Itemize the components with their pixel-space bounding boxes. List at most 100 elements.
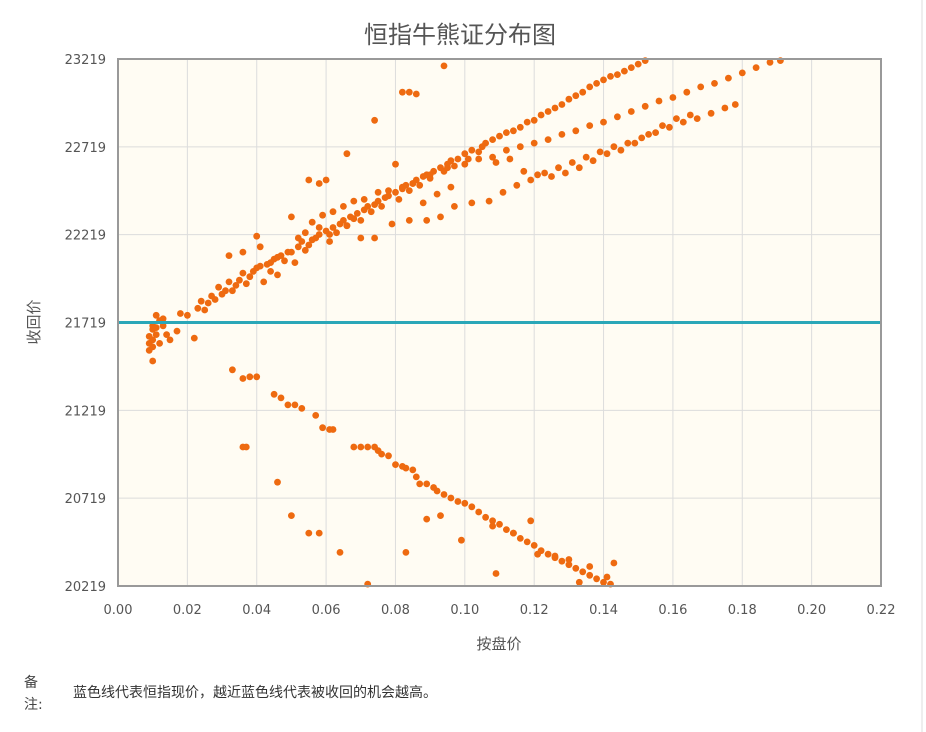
data-point bbox=[253, 373, 261, 381]
x-tick-label: 0.12 bbox=[520, 603, 549, 618]
chart-title: 恒指牛熊证分布图 bbox=[364, 21, 556, 49]
y-axis-ticks: 20219 20719 21219 21719 22219 22719 23219 bbox=[65, 53, 106, 595]
data-point bbox=[184, 311, 191, 319]
data-point bbox=[353, 210, 361, 217]
data-point bbox=[246, 273, 254, 281]
data-point bbox=[166, 336, 174, 344]
data-point bbox=[565, 561, 573, 569]
data-point bbox=[527, 517, 535, 525]
data-point bbox=[440, 491, 448, 498]
data-point bbox=[503, 526, 510, 533]
data-point bbox=[423, 480, 431, 488]
data-point bbox=[423, 217, 431, 224]
data-point bbox=[586, 122, 594, 129]
data-point bbox=[496, 132, 503, 140]
data-point bbox=[152, 331, 160, 338]
data-point bbox=[593, 80, 600, 87]
data-point bbox=[433, 487, 441, 495]
data-point bbox=[475, 508, 483, 516]
data-point bbox=[405, 88, 413, 96]
data-point bbox=[586, 571, 594, 579]
data-point bbox=[405, 217, 413, 224]
data-point bbox=[565, 95, 573, 103]
x-tick-label: 0.04 bbox=[242, 603, 271, 618]
data-point bbox=[600, 118, 607, 126]
data-point bbox=[267, 268, 274, 275]
data-point bbox=[492, 159, 500, 166]
data-point bbox=[225, 278, 233, 286]
data-point bbox=[364, 443, 372, 451]
x-tick-label: 0.00 bbox=[104, 603, 133, 618]
data-point bbox=[152, 311, 160, 319]
data-point bbox=[666, 123, 673, 131]
data-point bbox=[589, 157, 597, 165]
data-point bbox=[669, 94, 677, 101]
data-point bbox=[315, 180, 323, 187]
data-point bbox=[586, 83, 594, 91]
data-point bbox=[468, 146, 476, 154]
data-point bbox=[572, 92, 580, 100]
y-tick-label: 23219 bbox=[65, 53, 106, 68]
data-point bbox=[645, 131, 652, 138]
data-points bbox=[145, 57, 784, 588]
plot-frame bbox=[117, 58, 882, 587]
note-label: 备注: bbox=[24, 675, 43, 713]
data-point bbox=[551, 552, 559, 560]
x-axis-ticks: 0.00 0.02 0.04 0.06 0.08 0.10 0.12 0.14 0.16 0.18… bbox=[104, 603, 896, 618]
y-axis-title: 收回价 bbox=[25, 299, 43, 344]
data-point bbox=[544, 108, 552, 115]
data-point bbox=[673, 115, 680, 122]
data-point bbox=[163, 331, 171, 338]
y-tick-label: 21219 bbox=[65, 404, 106, 419]
data-point bbox=[558, 131, 566, 138]
data-point bbox=[575, 164, 583, 172]
data-point bbox=[437, 213, 444, 221]
x-tick-label: 0.16 bbox=[658, 603, 687, 618]
x-tick-label: 0.10 bbox=[450, 603, 479, 618]
data-point bbox=[461, 160, 469, 168]
data-point bbox=[385, 187, 392, 195]
data-point bbox=[537, 111, 545, 119]
data-point bbox=[600, 578, 607, 586]
data-point bbox=[482, 139, 489, 147]
data-point bbox=[412, 473, 420, 481]
data-point bbox=[256, 243, 264, 251]
data-point bbox=[399, 88, 406, 96]
data-point bbox=[378, 450, 385, 458]
data-point bbox=[433, 190, 441, 198]
data-point bbox=[752, 64, 760, 71]
data-point bbox=[582, 153, 590, 161]
data-point bbox=[326, 231, 333, 238]
data-point bbox=[253, 232, 261, 240]
data-point bbox=[274, 478, 281, 486]
data-point bbox=[374, 197, 382, 205]
data-point bbox=[475, 155, 483, 163]
data-point bbox=[655, 97, 663, 105]
data-point bbox=[451, 203, 458, 210]
data-point bbox=[572, 564, 580, 572]
data-point bbox=[641, 102, 649, 110]
data-point bbox=[364, 203, 372, 210]
data-point bbox=[319, 424, 326, 432]
data-point bbox=[489, 517, 496, 525]
data-point bbox=[388, 220, 396, 228]
y-tick-label: 20219 bbox=[65, 580, 106, 595]
data-point bbox=[683, 88, 691, 96]
data-point bbox=[392, 188, 399, 196]
data-point bbox=[260, 278, 268, 286]
x-tick-label: 0.06 bbox=[312, 603, 341, 618]
data-point bbox=[516, 535, 524, 542]
data-point bbox=[510, 529, 517, 537]
data-point bbox=[246, 373, 254, 381]
data-point bbox=[544, 550, 552, 558]
data-point bbox=[215, 283, 223, 291]
data-point bbox=[322, 176, 330, 184]
data-point bbox=[721, 104, 729, 112]
data-point bbox=[496, 520, 503, 528]
data-point bbox=[423, 515, 431, 523]
data-point bbox=[239, 375, 247, 382]
data-point bbox=[371, 116, 378, 124]
data-point bbox=[530, 542, 538, 549]
data-point bbox=[627, 108, 635, 115]
data-point bbox=[159, 315, 167, 323]
